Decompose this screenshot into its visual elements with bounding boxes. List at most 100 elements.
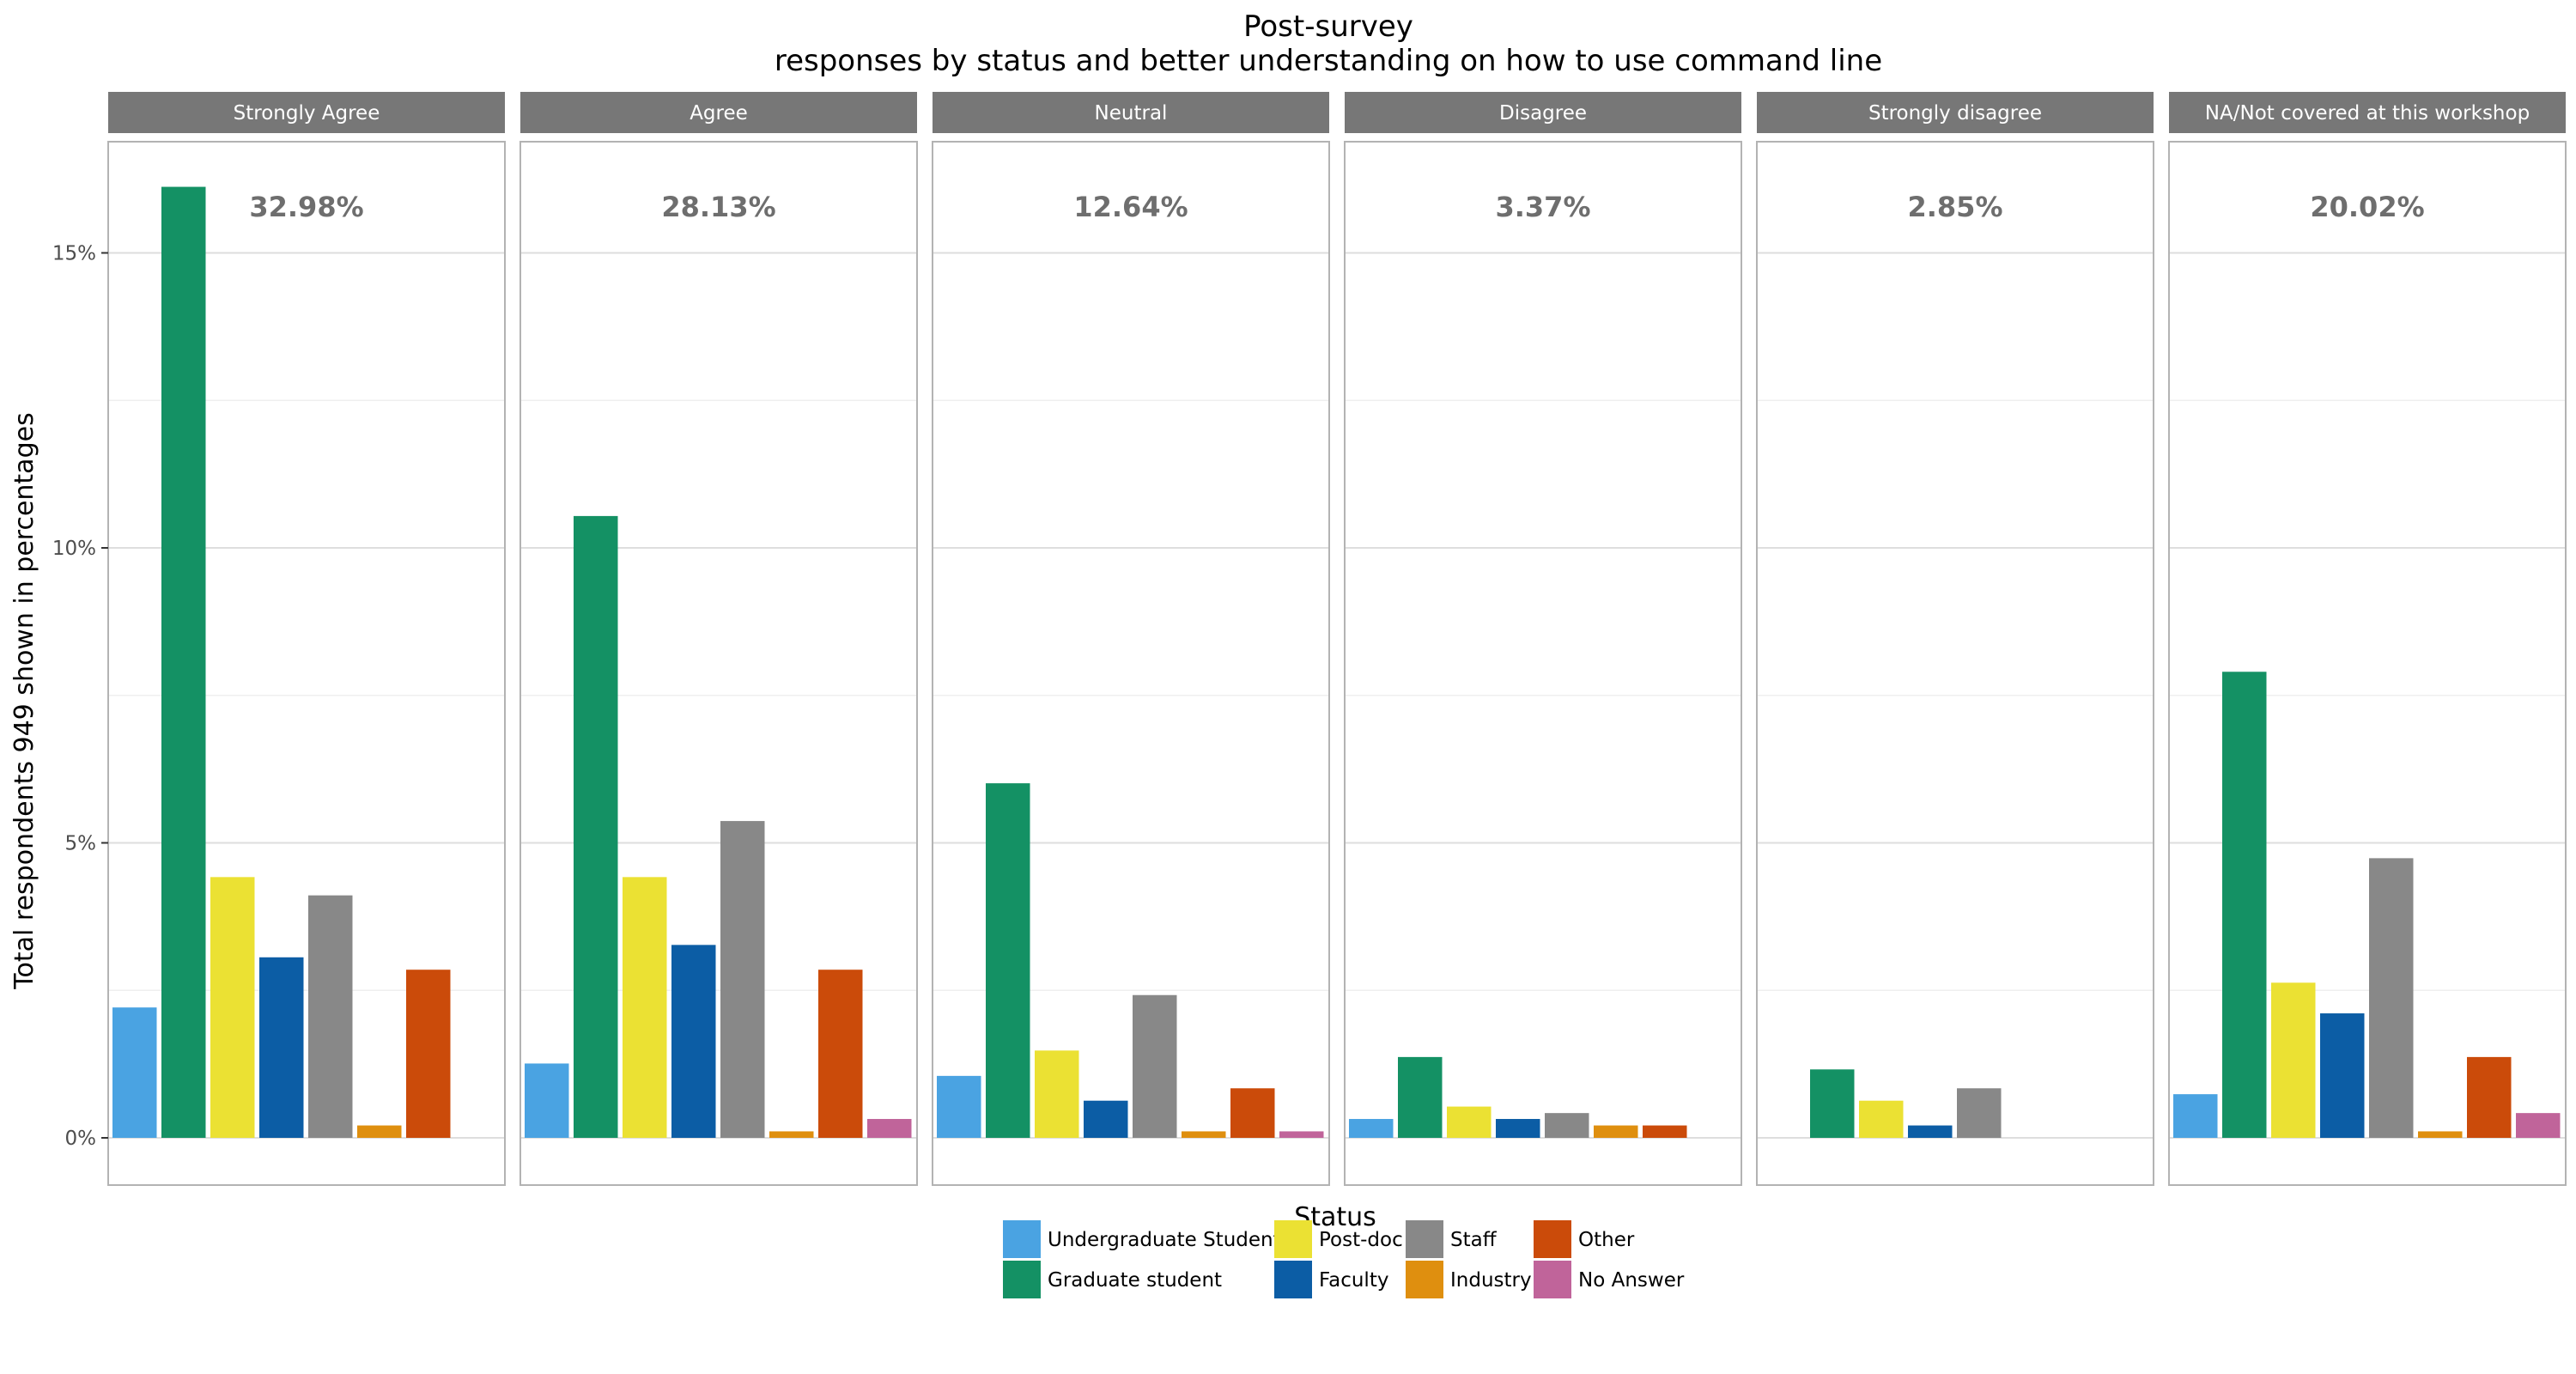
bar-graduate-student <box>161 186 206 1138</box>
facet-total-label: 2.85% <box>1907 191 2002 223</box>
bar-graduate-student <box>2222 672 2267 1138</box>
facet-label: NA/Not covered at this workshop <box>2205 102 2530 125</box>
bar-undergraduate-student <box>2173 1094 2218 1138</box>
facet-strip <box>520 92 917 133</box>
bar-undergraduate-student <box>112 1007 157 1138</box>
bar-graduate-student <box>986 783 1030 1138</box>
legend-swatch <box>1003 1220 1041 1258</box>
bar-post-doc <box>1035 1050 1079 1138</box>
legend-swatch <box>1003 1261 1041 1298</box>
bar-faculty <box>2320 1013 2365 1138</box>
panel-border <box>1344 141 1742 1186</box>
bar-no-answer <box>1279 1131 1324 1138</box>
bar-staff <box>308 895 353 1138</box>
facet-panel: Strongly disagree 2.85% <box>1756 92 2154 1186</box>
bar-faculty <box>1908 1125 1953 1138</box>
bar-post-doc <box>210 877 255 1138</box>
bar-industry <box>357 1125 402 1138</box>
legend-swatch <box>1534 1261 1571 1298</box>
legend-item: Post-doc <box>1274 1220 1403 1258</box>
facet-strip <box>1757 92 2154 133</box>
panel-border <box>2168 141 2567 1186</box>
bar-other <box>406 970 451 1138</box>
facet-total-label: 32.98% <box>249 191 363 223</box>
bar-faculty <box>1084 1100 1128 1138</box>
legend-item: Undergraduate Student <box>1003 1220 1281 1258</box>
legend-label: Staff <box>1450 1229 1498 1251</box>
y-axis: 0% 5% 10% 15% <box>52 243 108 1150</box>
legend-label: Post-doc <box>1319 1229 1403 1251</box>
facet-label: Disagree <box>1499 102 1587 125</box>
bar-graduate-student <box>574 515 618 1138</box>
legend-label: Other <box>1578 1229 1635 1251</box>
facet-panel: Agree 28.13% <box>519 92 918 1186</box>
facet-label: Strongly disagree <box>1868 102 2042 125</box>
facet-label: Neutral <box>1095 102 1168 125</box>
legend-label: Industry <box>1450 1269 1532 1292</box>
bar-staff <box>1957 1088 2002 1138</box>
facet-strip <box>2169 92 2566 133</box>
legend-label: Undergraduate Student <box>1048 1229 1281 1251</box>
bar-no-answer <box>2516 1113 2561 1138</box>
facet-panel: Strongly Agree 32.98% <box>107 92 506 1186</box>
panel-background <box>1757 142 2154 1185</box>
y-tick-label: 15% <box>52 243 96 265</box>
bar-staff <box>1133 994 1177 1138</box>
bar-undergraduate-student <box>525 1063 569 1138</box>
legend: Undergraduate Student Graduate student Pos… <box>1003 1220 1685 1298</box>
facet-label: Agree <box>690 102 748 125</box>
facet-total-label: 12.64% <box>1073 191 1188 223</box>
legend-swatch <box>1534 1220 1571 1258</box>
panel-border <box>1756 141 2154 1186</box>
legend-label: Faculty <box>1319 1269 1388 1292</box>
legend-item: Graduate student <box>1003 1261 1222 1298</box>
panel-border <box>932 141 1330 1186</box>
legend-item: No Answer <box>1534 1261 1685 1298</box>
facet-strip <box>108 92 505 133</box>
legend-item: Staff <box>1406 1220 1498 1258</box>
bar-undergraduate-student <box>937 1075 981 1138</box>
bar-staff <box>2369 858 2414 1138</box>
facet-strip <box>1345 92 1741 133</box>
bar-no-answer <box>867 1119 912 1138</box>
facet-panels: Strongly Agree 32.98% Agree 28.13% Neutral 12… <box>107 92 2567 1186</box>
y-axis-title: Total respondents 949 shown in percentag… <box>9 412 39 989</box>
bar-industry <box>1594 1125 1638 1138</box>
bar-industry <box>769 1131 814 1138</box>
legend-label: No Answer <box>1578 1269 1685 1292</box>
legend-swatch <box>1406 1220 1443 1258</box>
bar-faculty <box>1496 1119 1540 1138</box>
bar-staff <box>1545 1113 1589 1138</box>
facet-label: Strongly Agree <box>234 102 380 125</box>
bar-post-doc <box>623 877 667 1138</box>
bar-staff <box>720 821 765 1138</box>
legend-swatch <box>1406 1261 1443 1298</box>
bar-faculty <box>671 945 716 1138</box>
bar-post-doc <box>1447 1106 1492 1138</box>
legend-swatch <box>1274 1220 1312 1258</box>
bar-other <box>818 970 863 1138</box>
facet-panel: NA/Not covered at this workshop 20.02% <box>2168 92 2567 1186</box>
facet-strip <box>933 92 1329 133</box>
y-tick-label: 0% <box>65 1128 97 1150</box>
panel-background <box>1345 142 1741 1185</box>
chart-subtitle: responses by status and better understan… <box>775 44 1882 78</box>
bar-other <box>1643 1125 1687 1138</box>
bar-other <box>1230 1088 1275 1138</box>
legend-label: Graduate student <box>1048 1269 1222 1292</box>
facet-panel: Neutral 12.64% <box>932 92 1330 1186</box>
facet-total-label: 20.02% <box>2310 191 2424 223</box>
legend-item: Faculty <box>1274 1261 1388 1298</box>
panel-border <box>107 141 506 1186</box>
bar-industry <box>1182 1131 1226 1138</box>
legend-item: Other <box>1534 1220 1635 1258</box>
bar-post-doc <box>2271 982 2316 1138</box>
legend-swatch <box>1274 1261 1312 1298</box>
y-tick-label: 5% <box>65 833 97 855</box>
bar-industry <box>2418 1131 2463 1138</box>
bar-graduate-student <box>1398 1056 1443 1138</box>
facet-total-label: 3.37% <box>1495 191 1590 223</box>
bar-graduate-student <box>1810 1069 1855 1138</box>
facet-panel: Disagree 3.37% <box>1344 92 1742 1186</box>
